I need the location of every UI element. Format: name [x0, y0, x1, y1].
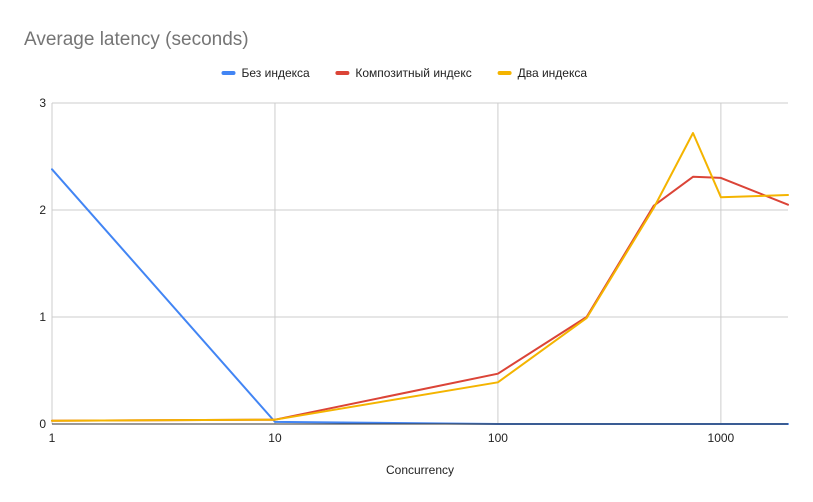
legend-label: Без индекса	[242, 66, 311, 80]
legend-swatch	[497, 71, 512, 75]
x-tick-label: 1	[49, 431, 56, 445]
legend-item-2: Два индекса	[497, 66, 588, 80]
y-tick-label: 1	[39, 310, 46, 324]
y-tick-label: 3	[39, 96, 46, 110]
x-tick-label: 1000	[708, 431, 735, 445]
series-line-2	[51, 132, 789, 422]
x-axis-title: Concurrency	[386, 463, 454, 477]
series-line-0	[51, 168, 789, 425]
legend-label: Два индекса	[518, 66, 588, 80]
legend-item-1: Композитный индекс	[335, 66, 472, 80]
legend-label: Композитный индекс	[355, 66, 471, 80]
y-tick-label: 0	[39, 417, 46, 431]
legend-swatch	[335, 71, 350, 75]
legend: Без индекса Композитный индекс Два индекса	[221, 66, 588, 80]
x-tick-label: 100	[488, 431, 508, 445]
series-line-1	[51, 175, 789, 422]
legend-swatch	[221, 71, 236, 75]
legend-item-0: Без индекса	[221, 66, 311, 80]
grid-lines	[51, 102, 788, 424]
y-tick-label: 2	[39, 203, 46, 217]
x-tick-label: 10	[268, 431, 282, 445]
series-layer	[51, 132, 789, 425]
chart-title: Average latency (seconds)	[24, 29, 249, 50]
